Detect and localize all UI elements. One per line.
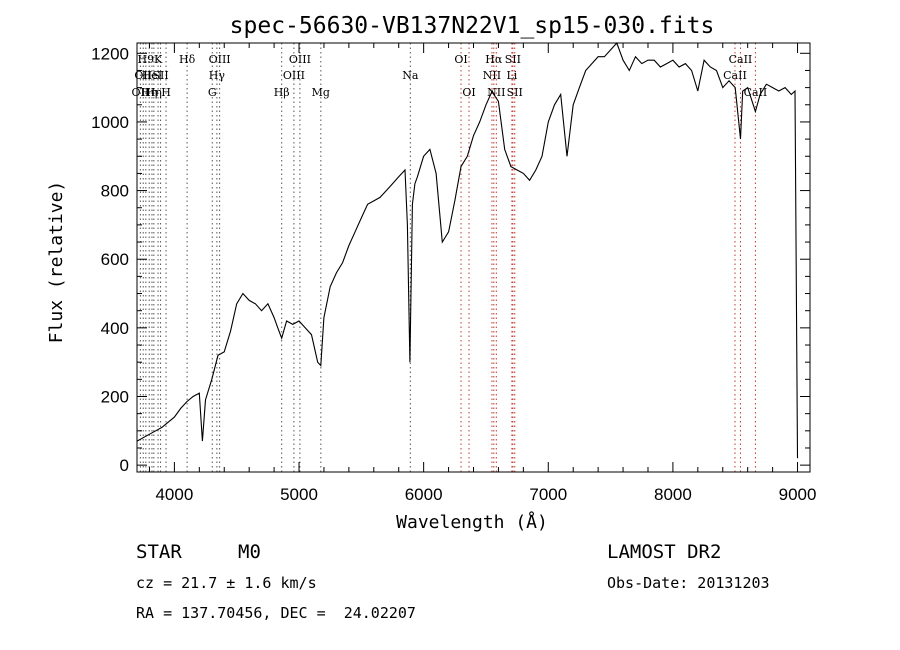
spectral-line-label-1: OII: [134, 69, 152, 82]
y-axis-label: Flux (relative): [46, 181, 67, 344]
x-tick-label-1: 5000: [280, 485, 318, 504]
y-tick-label-4: 800: [101, 182, 129, 201]
spectral-line-label-23: Li: [506, 69, 517, 82]
spectral-line-markers: [139, 43, 756, 472]
spectral-line-label-4: HeI: [142, 69, 162, 82]
spectral-line-label-10: G: [208, 86, 217, 99]
spectrum-series-line: [136, 41, 799, 459]
survey-name: LAMOST DR2: [607, 541, 722, 563]
spectral-line-label-26: CaII: [723, 69, 747, 82]
spectral-line-label-8: H: [161, 86, 171, 99]
spectral-line-label-16: Mg: [312, 86, 330, 99]
x-axis-label: Wavelength (Å): [396, 511, 548, 533]
x-tick-label-5: 9000: [779, 485, 817, 504]
spectral-line-label-27: CaII: [729, 53, 753, 66]
x-tick-label-3: 7000: [529, 485, 567, 504]
spectral-line-label-0: OII: [132, 86, 150, 99]
spectral-line-label-19: OI: [462, 86, 475, 99]
y-tick-label-6: 1200: [91, 44, 129, 63]
spectral-line-label-2: H9: [138, 53, 155, 66]
spectral-line-label-25: SII: [507, 86, 523, 99]
spectral-line-label-12: OIII: [209, 53, 231, 66]
x-tick-label-2: 6000: [405, 485, 443, 504]
spectral-line-label-11: Hγ: [209, 69, 226, 82]
observation-date: Obs-Date: 20131203: [607, 574, 770, 592]
spectral-line-label-18: OI: [454, 53, 467, 66]
spectral-line-label-15: OIII: [289, 53, 311, 66]
x-tick-label-4: 8000: [654, 485, 692, 504]
axis-ticks: 4000 5000 6000 7000 8000 9000 0 200 400 600 800 100…: [91, 43, 816, 504]
spectral-line-label-22: NII: [487, 86, 505, 99]
coordinates: RA = 137.70456, DEC = 24.02207: [136, 604, 416, 622]
x-tick-label-0: 4000: [155, 485, 193, 504]
spectral-line-label-7: SII: [152, 69, 168, 82]
spectral-line-label-14: OIII: [283, 69, 305, 82]
y-tick-label-1: 200: [101, 387, 129, 406]
object-subclass: M0: [238, 541, 261, 563]
spectral-line-label-28: CaII: [744, 86, 768, 99]
y-tick-label-2: 400: [101, 319, 129, 338]
object-class: STAR: [136, 541, 182, 563]
y-tick-label-3: 600: [101, 250, 129, 269]
spectral-line-label-5: Hη: [146, 86, 162, 99]
spectral-line-label-17: Na: [402, 69, 419, 82]
spectral-line-label-20: NII: [483, 69, 501, 82]
spectral-line-label-3: Hη: [141, 86, 157, 99]
redshift-value: cz = 21.7 ± 1.6 km/s: [136, 574, 317, 592]
spectral-line-label-21: Hα: [485, 53, 503, 66]
spectral-line-label-24: SII: [505, 53, 521, 66]
plot-frame: [136, 42, 811, 473]
chart-title: spec-56630-VB137N22V1_sp15-030.fits: [230, 13, 715, 39]
y-tick-label-0: 0: [120, 456, 129, 475]
y-tick-label-5: 1000: [91, 113, 129, 132]
spectral-line-labels: OII OII H9 Hη HeI Hη K SII H Hδ G Hγ OIII Hβ OIII OIII M…: [132, 53, 768, 99]
spectrum-chart: spec-56630-VB137N22V1_sp15-030.fits OIIO…: [46, 13, 816, 533]
spectral-line-label-6: K: [154, 53, 163, 66]
spectral-line-label-13: Hβ: [274, 86, 290, 99]
spectral-line-label-9: Hδ: [179, 53, 196, 66]
